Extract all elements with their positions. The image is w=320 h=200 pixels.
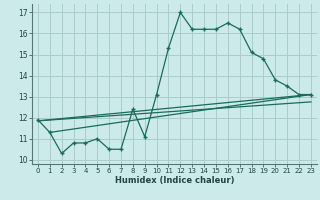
X-axis label: Humidex (Indice chaleur): Humidex (Indice chaleur)	[115, 176, 234, 185]
